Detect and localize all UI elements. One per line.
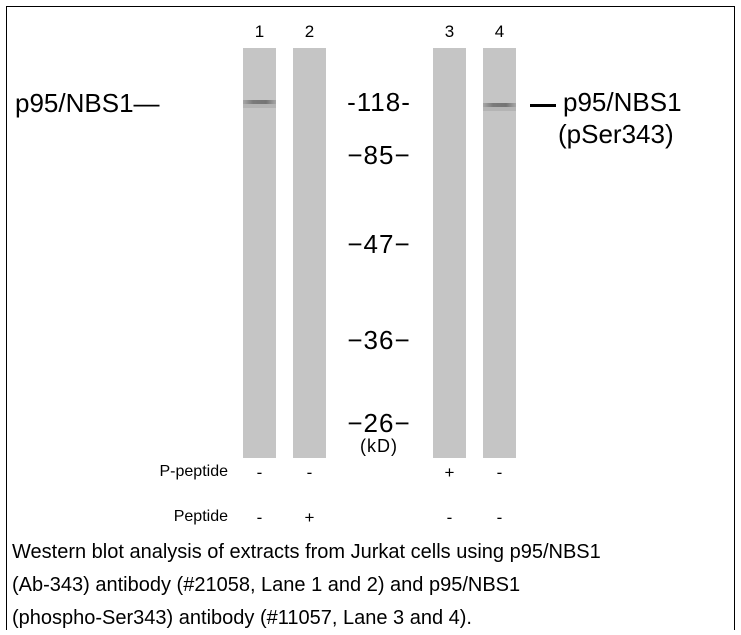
marker-36: −36− (347, 325, 411, 355)
protein-band (483, 103, 516, 111)
figure-frame (6, 6, 735, 630)
peptide-label: Peptide (173, 508, 228, 525)
p-peptide-label: P-peptide (159, 463, 229, 480)
blot-lane-4 (483, 48, 516, 458)
lane-2-p-peptide: - (306, 463, 313, 482)
lane-3-p-peptide: + (444, 463, 455, 482)
marker-118: -118- (347, 87, 411, 117)
blot-lane-3 (433, 48, 466, 458)
marker-85: −85− (347, 140, 411, 170)
marker-26: −26− (347, 408, 411, 438)
caption-line-1: Western blot analysis of extracts from J… (12, 541, 601, 563)
marker-47: −47− (347, 229, 411, 259)
lane-4-peptide: - (496, 508, 503, 527)
lane-4-p-peptide: - (496, 463, 503, 482)
right-protein-label-line2: (pSer343) (558, 119, 674, 149)
protein-band (243, 100, 276, 108)
figure-caption: Western blot analysis of extracts from J… (12, 536, 732, 635)
lane-1-peptide: - (256, 508, 263, 527)
lane-3-peptide: - (446, 508, 453, 527)
caption-line-3: (phospho-Ser343) antibody (#11057, Lane … (12, 607, 472, 629)
unit-label: (kD) (360, 436, 398, 456)
blot-lane-2 (293, 48, 326, 458)
caption-line-2: (Ab-343) antibody (#21058, Lane 1 and 2)… (12, 574, 521, 596)
lane-number-3: 3 (444, 22, 455, 41)
lane-2-peptide: + (304, 508, 315, 527)
left-protein-label: p95/NBS1— (15, 88, 160, 118)
lane-number-1: 1 (254, 22, 265, 41)
blot-lane-1 (243, 48, 276, 458)
right-protein-label-line1: p95/NBS1 (563, 87, 682, 117)
right-label-leader (530, 104, 556, 107)
lane-number-4: 4 (494, 22, 505, 41)
lane-number-2: 2 (304, 22, 315, 41)
lane-1-p-peptide: - (256, 463, 263, 482)
